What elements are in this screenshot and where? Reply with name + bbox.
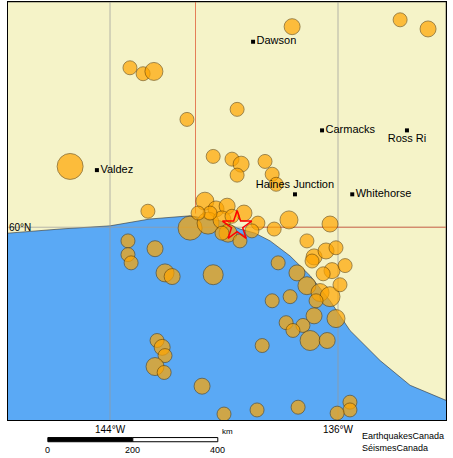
svg-text:Haines Junction: Haines Junction <box>256 178 334 190</box>
svg-text:EarthquakesCanadaSéismesCanada: EarthquakesCanadaSéismesCanada <box>362 431 444 453</box>
svg-text:Dawson: Dawson <box>257 34 297 46</box>
svg-text:Carmacks: Carmacks <box>326 123 376 135</box>
svg-text:400: 400 <box>210 445 225 455</box>
svg-text:km: km <box>222 427 233 436</box>
svg-text:0: 0 <box>45 445 50 455</box>
svg-text:200: 200 <box>125 445 140 455</box>
svg-text:60°N: 60°N <box>9 222 31 233</box>
svg-text:Valdez: Valdez <box>100 163 133 175</box>
svg-text:136°W: 136°W <box>323 424 354 435</box>
svg-text:144°W: 144°W <box>95 424 126 435</box>
svg-text:Whitehorse: Whitehorse <box>356 187 412 199</box>
svg-text:Ross Ri: Ross Ri <box>388 132 427 144</box>
